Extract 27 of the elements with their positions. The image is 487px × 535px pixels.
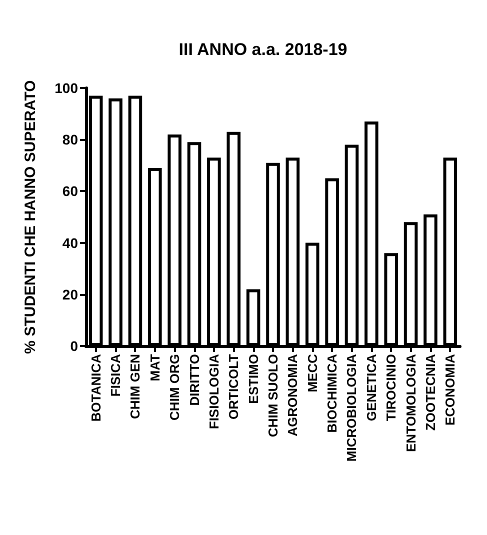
y-tick-label: 60 bbox=[62, 183, 78, 200]
x-tick-label: ECONOMIA bbox=[442, 353, 458, 426]
x-tick-label: FISICA bbox=[108, 353, 124, 397]
x-tick-label: BOTANICA bbox=[88, 353, 104, 422]
x-tick-label: CHIM ORG bbox=[167, 354, 182, 420]
x-tick-label: ESTIMO bbox=[246, 354, 261, 404]
y-tick-label: 0 bbox=[70, 338, 78, 354]
x-tick-label: AGRONOMIA bbox=[285, 353, 300, 436]
y-tick-label: 20 bbox=[62, 286, 78, 302]
y-axis-title: % STUDENTI CHE HANNO SUPERATO bbox=[22, 80, 39, 354]
x-tick-label: ZOOTECNIA bbox=[422, 353, 438, 431]
x-tick-label: MECC bbox=[304, 353, 320, 392]
chart-title: III ANNO a.a. 2018-19 bbox=[178, 40, 348, 59]
x-tick-label: DIRITTO bbox=[186, 354, 202, 406]
y-tick-label: 80 bbox=[62, 132, 78, 148]
x-tick-label: CHIM GEN bbox=[128, 354, 143, 419]
x-tick-label: ORTICOLT bbox=[226, 354, 242, 420]
y-tick-label: 40 bbox=[62, 234, 78, 251]
y-tick-label: 100 bbox=[54, 80, 78, 96]
x-tick-label: ENTOMOLOGIA bbox=[403, 353, 418, 452]
x-tick-label: MICROBIOLOGIA bbox=[344, 353, 360, 462]
x-tick-label: TIROCINIO bbox=[384, 354, 399, 422]
x-tick-label: FISIOLOGIA bbox=[206, 353, 222, 430]
x-tick-label: BIOCHIMICA bbox=[324, 353, 340, 433]
x-tick-label: GENETICA bbox=[364, 353, 379, 422]
x-tick-label: CHIM SUOLO bbox=[266, 354, 280, 438]
x-tick-label: MAT bbox=[147, 354, 162, 382]
